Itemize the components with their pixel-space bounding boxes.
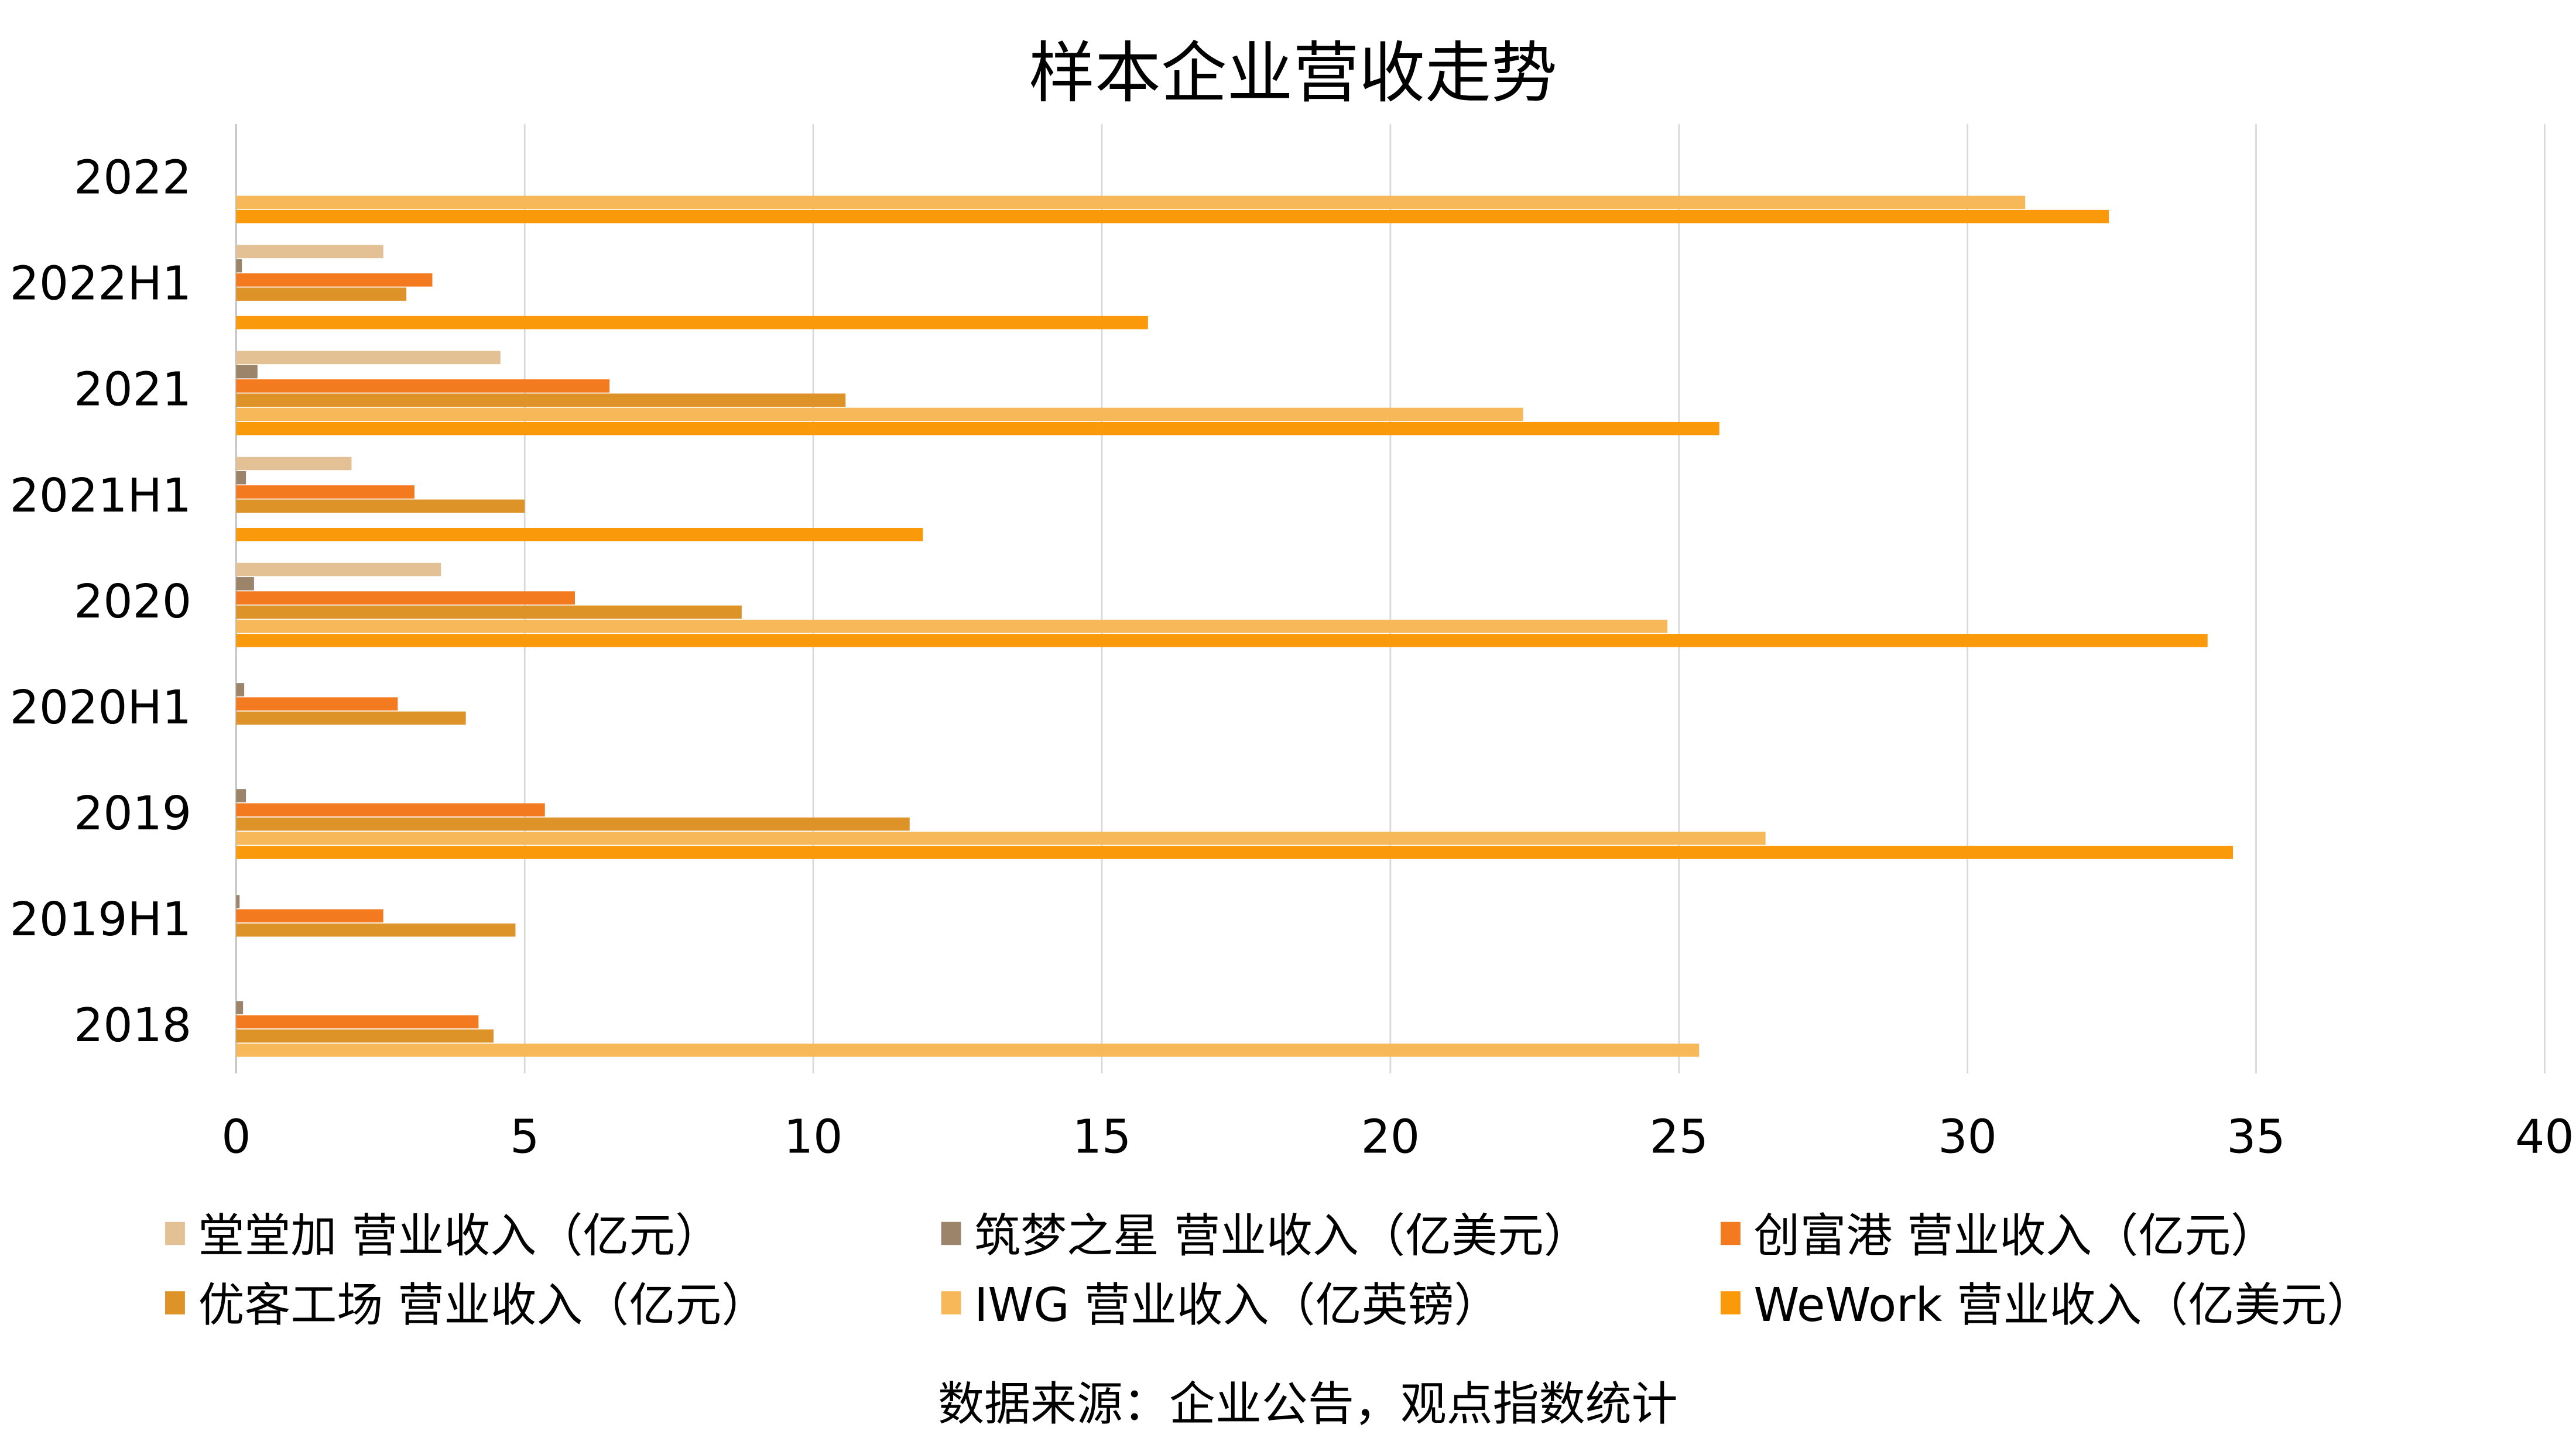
x-tick-label: 35 bbox=[2226, 1110, 2286, 1164]
bar-2021H1-series-2 bbox=[236, 485, 415, 499]
bar-2020H1-series-1 bbox=[236, 683, 245, 696]
category-label: 2018 bbox=[74, 998, 191, 1052]
legend-label: 筑梦之星 营业收入（亿美元） bbox=[974, 1209, 1590, 1263]
bar-2021-series-2 bbox=[236, 379, 610, 393]
bar-2022H1-series-3 bbox=[236, 287, 407, 301]
bar-2020-series-0 bbox=[236, 562, 441, 576]
category-label: 2021 bbox=[74, 363, 191, 417]
category-label: 2021H1 bbox=[10, 469, 192, 523]
legend-label: 创富港 营业收入（亿元） bbox=[1753, 1209, 2277, 1263]
gridlines bbox=[235, 124, 2546, 1073]
bar-2019H1-series-2 bbox=[236, 909, 383, 923]
bar-2020H1-series-3 bbox=[236, 711, 466, 725]
legend-swatch bbox=[165, 1291, 185, 1315]
legend-swatch bbox=[1720, 1291, 1741, 1315]
x-tick-label: 40 bbox=[2515, 1110, 2574, 1164]
bar-2020-series-1 bbox=[236, 577, 254, 591]
bar-2019-series-1 bbox=[236, 789, 246, 802]
bar-2022H1-series-2 bbox=[236, 273, 433, 287]
bar-2020-series-2 bbox=[236, 591, 575, 605]
chart-title: 样本企业营收走势 bbox=[1029, 35, 1557, 112]
legend: 堂堂加 营业收入（亿元） 筑梦之星 营业收入（亿美元） 创富港 营业收入（亿元） 优客… bbox=[165, 1209, 2373, 1332]
legend-label: WeWork 营业收入（亿美元） bbox=[1753, 1278, 2373, 1332]
bar-2021-series-4 bbox=[236, 407, 1523, 421]
bar-2020H1-series-2 bbox=[236, 697, 398, 711]
bar-2020-series-3 bbox=[236, 605, 742, 619]
bar-2020-series-5 bbox=[236, 634, 2208, 647]
bar-2019H1-series-1 bbox=[236, 895, 240, 908]
legend-label: IWG 营业收入（亿英镑） bbox=[974, 1278, 1500, 1332]
x-tick-label: 5 bbox=[510, 1110, 539, 1164]
bar-2022H1-series-5 bbox=[236, 315, 1148, 330]
x-tick-label: 0 bbox=[221, 1110, 251, 1164]
source-note: 数据来源：企业公告，观点指数统计 bbox=[938, 1377, 1678, 1431]
bar-2021H1-series-0 bbox=[236, 457, 352, 471]
bar-2019-series-3 bbox=[236, 817, 910, 831]
bars bbox=[236, 195, 2234, 1057]
x-tick-label: 30 bbox=[1938, 1110, 1997, 1164]
bar-2019H1-series-3 bbox=[236, 923, 516, 937]
legend-swatch bbox=[941, 1221, 961, 1245]
bar-2021H1-series-1 bbox=[236, 471, 246, 485]
bar-2018-series-4 bbox=[236, 1044, 1700, 1057]
category-label: 2019 bbox=[74, 787, 191, 840]
legend-swatch bbox=[941, 1291, 961, 1315]
bar-2020-series-4 bbox=[236, 619, 1668, 633]
bar-2021-series-5 bbox=[236, 421, 1719, 435]
bar-2018-series-1 bbox=[236, 1001, 244, 1014]
legend-label: 优客工场 营业收入（亿元） bbox=[198, 1278, 768, 1332]
category-label: 2020 bbox=[74, 575, 191, 629]
bar-2021-series-3 bbox=[236, 393, 846, 407]
x-tick-labels: 0 5 10 15 20 25 30 35 40 bbox=[221, 1110, 2574, 1164]
legend-swatch bbox=[1720, 1221, 1741, 1245]
category-label: 2022 bbox=[74, 151, 191, 205]
bar-2022-series-5 bbox=[236, 210, 2109, 224]
legend-label: 堂堂加 营业收入（亿元） bbox=[198, 1209, 721, 1263]
category-label: 2019H1 bbox=[10, 893, 192, 946]
bar-2019-series-5 bbox=[236, 846, 2234, 859]
x-tick-label: 20 bbox=[1361, 1110, 1420, 1164]
bar-2021H1-series-3 bbox=[236, 499, 525, 513]
x-tick-label: 15 bbox=[1073, 1110, 1132, 1164]
bar-2022H1-series-1 bbox=[236, 259, 242, 273]
bar-2019-series-2 bbox=[236, 803, 545, 817]
bar-2019-series-4 bbox=[236, 831, 1766, 845]
bar-2021-series-1 bbox=[236, 365, 258, 379]
bar-2018-series-2 bbox=[236, 1015, 479, 1029]
category-label: 2022H1 bbox=[10, 257, 192, 311]
category-label: 2020H1 bbox=[10, 681, 192, 735]
bar-2018-series-3 bbox=[236, 1029, 494, 1043]
category-labels: 2022 2022H1 2021 2021H1 2020 2020H1 2019 2019H1… bbox=[10, 151, 192, 1053]
bar-2021-series-0 bbox=[236, 351, 501, 365]
bar-2022H1-series-0 bbox=[236, 245, 383, 259]
x-tick-label: 25 bbox=[1650, 1110, 1708, 1164]
bar-2022-series-4 bbox=[236, 195, 2026, 210]
legend-swatch bbox=[165, 1221, 185, 1245]
x-tick-label: 10 bbox=[784, 1110, 842, 1164]
bar-2021H1-series-5 bbox=[236, 528, 923, 541]
